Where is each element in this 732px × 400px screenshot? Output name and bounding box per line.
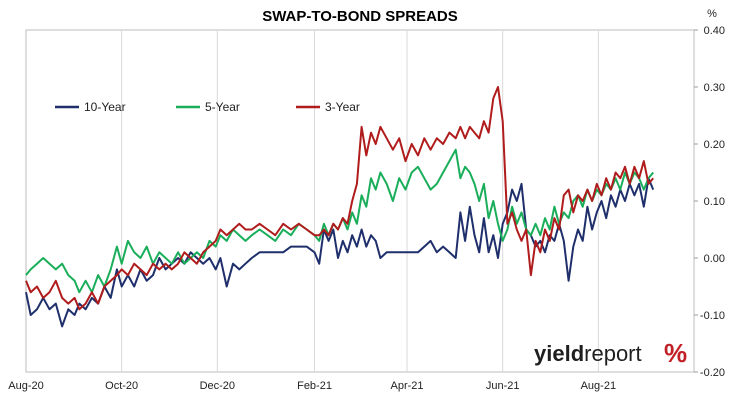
legend-label-10-year: 10-Year xyxy=(84,100,126,114)
logo-text-yield: yield xyxy=(534,341,584,366)
x-tick-label: Apr-21 xyxy=(391,380,424,392)
y-tick-label: -0.10 xyxy=(700,310,725,322)
y-tick-label: 0.20 xyxy=(704,139,725,151)
legend: 10-Year 5-Year 3-Year xyxy=(55,100,360,114)
series-lines xyxy=(25,86,655,328)
x-axis-ticks: Aug-20 Oct-20 Dec-20 Feb-21 Apr-21 Jun-21 Aug-… xyxy=(8,380,616,392)
series-line-10-year xyxy=(25,177,655,328)
yieldreport-logo: yieldreport % xyxy=(534,338,687,368)
logo-text-report: report xyxy=(584,341,641,366)
y-tick-label: -0.20 xyxy=(700,367,725,379)
y-tick-label: 0.40 xyxy=(704,25,725,37)
x-tick-label: Aug-21 xyxy=(581,380,616,392)
chart-title: SWAP-TO-BOND SPREADS xyxy=(262,8,458,25)
legend-label-5-year: 5-Year xyxy=(205,100,240,114)
y-tick-label: 0.30 xyxy=(704,82,725,94)
y-tick-label: 0.10 xyxy=(704,196,725,208)
x-tick-label: Dec-20 xyxy=(200,380,235,392)
grid-lines xyxy=(121,30,599,372)
logo-percent-icon: % xyxy=(664,338,687,368)
y-axis-unit: % xyxy=(707,8,717,20)
x-tick-label: Aug-20 xyxy=(8,380,43,392)
series-line-5-year xyxy=(25,148,654,294)
x-tick-label: Oct-20 xyxy=(105,380,138,392)
x-tick-label: Feb-21 xyxy=(297,380,332,392)
y-tick-label: 0.00 xyxy=(704,253,725,265)
x-tick-label: Jun-21 xyxy=(486,380,520,392)
legend-label-3-year: 3-Year xyxy=(325,100,360,114)
series-line-3-year xyxy=(25,86,654,311)
logo-text: yieldreport xyxy=(534,341,642,366)
y-axis-ticks: 0.40 0.30 0.20 0.10 0.00 -0.10 -0.20 xyxy=(694,25,725,379)
